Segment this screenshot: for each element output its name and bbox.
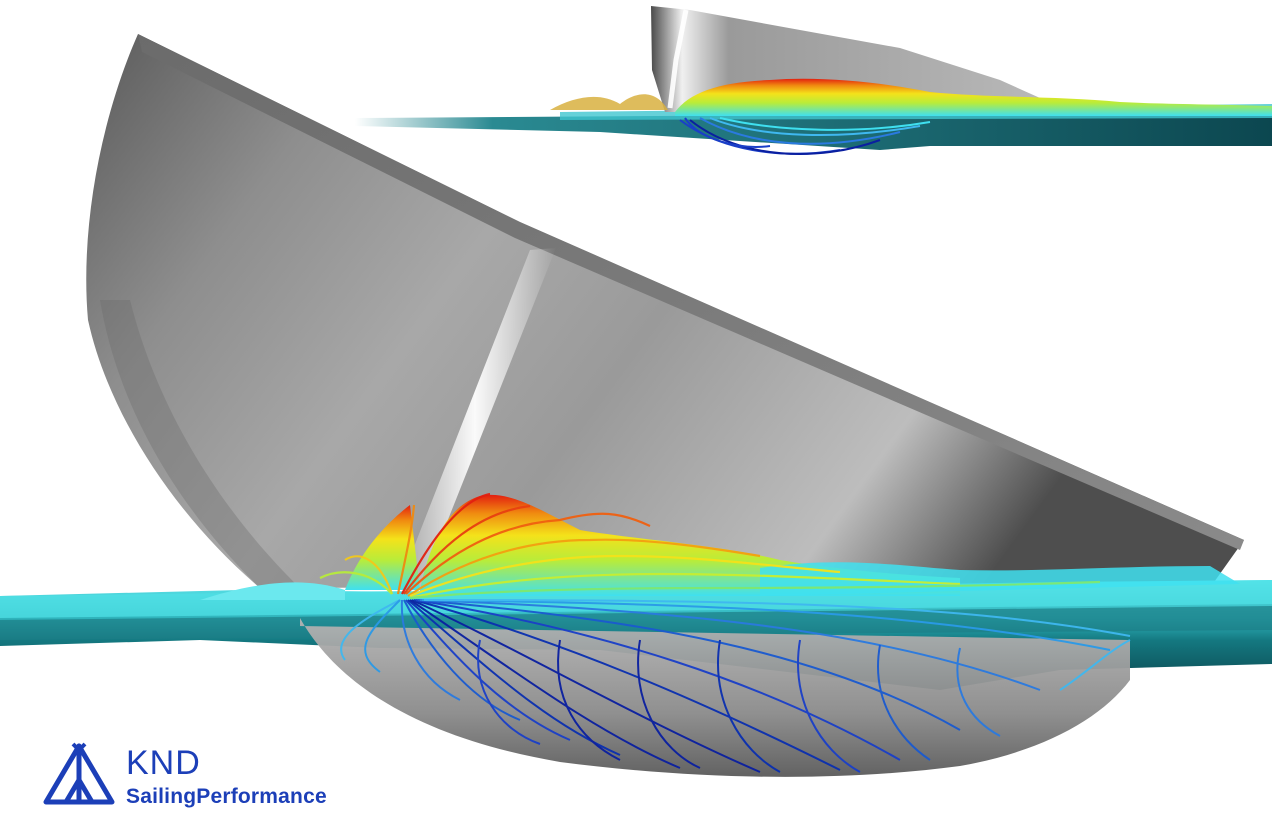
- side-view-small: [355, 6, 1272, 155]
- brand-tagline: SailingPerformance: [126, 785, 327, 808]
- brand-name: KND: [126, 744, 201, 782]
- tent-sail-mark-icon: [43, 742, 115, 805]
- side-view-large: [0, 34, 1272, 777]
- knd-logo: KND SailingPerformance: [40, 742, 360, 812]
